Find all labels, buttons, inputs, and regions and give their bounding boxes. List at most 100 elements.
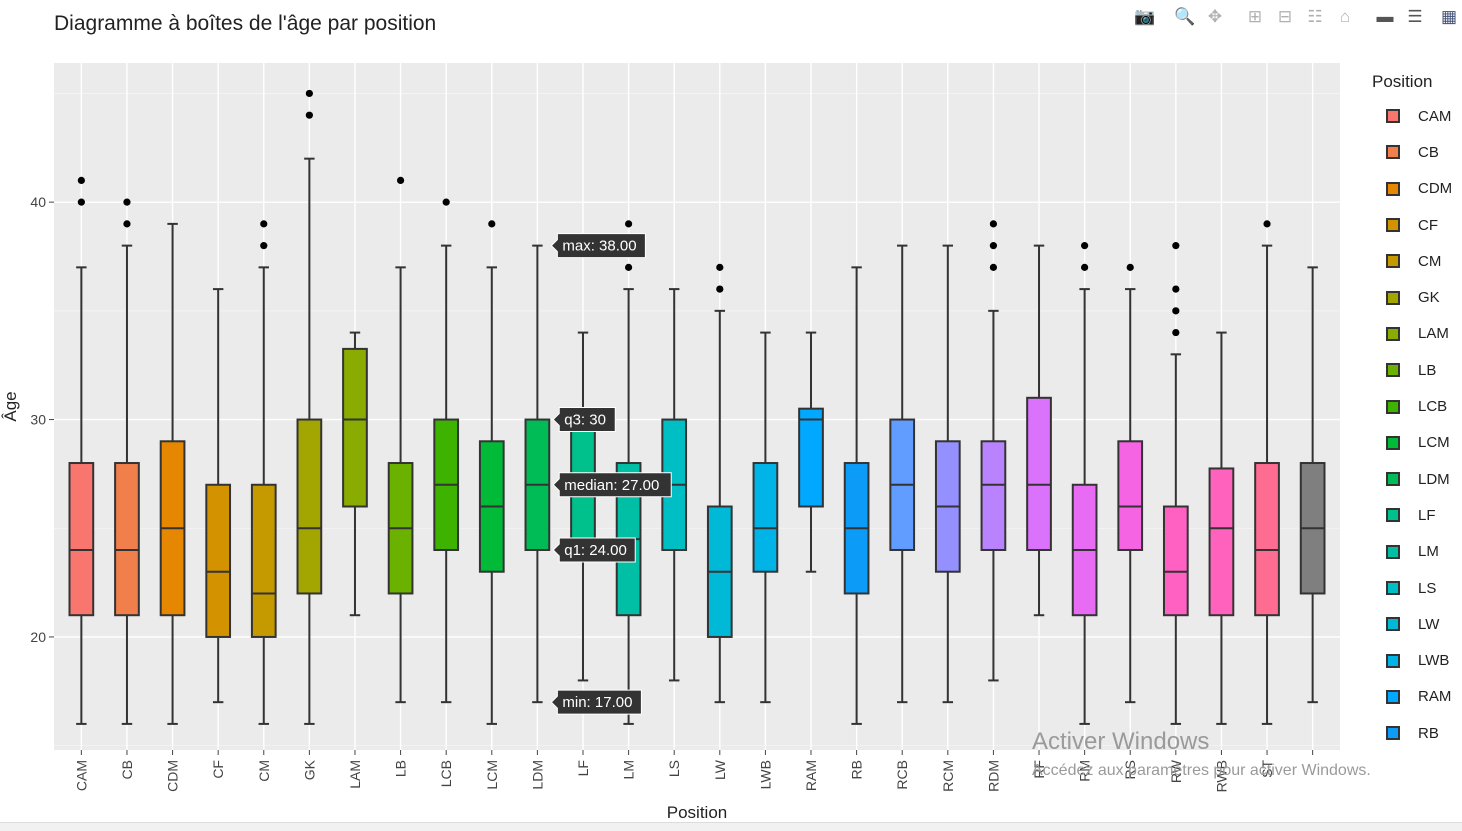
x-tick-label: LM	[621, 760, 637, 779]
watermark-subtitle: Accédez aux paramètres pour activer Wind…	[1032, 762, 1371, 779]
legend-label: LB	[1418, 361, 1437, 379]
legend-label: LCM	[1418, 434, 1450, 452]
x-tick-label: RWB	[1213, 760, 1229, 792]
compare-hover-icon[interactable]: ☰	[1407, 7, 1423, 26]
outlier-point	[396, 176, 405, 184]
outlier-point	[77, 198, 85, 206]
legend-swatch	[1386, 544, 1400, 559]
toggle-spike-icon[interactable]: ▬	[1376, 7, 1394, 26]
box-st	[1254, 462, 1280, 617]
hover-label-bg	[552, 537, 636, 563]
legend-item-lb[interactable]: LB	[1372, 352, 1462, 388]
legend-label: LW	[1418, 615, 1440, 633]
outlier-point	[123, 220, 131, 228]
y-tick-label: 20	[30, 629, 46, 645]
legend-swatch	[1386, 435, 1400, 450]
box-rw	[1162, 505, 1189, 617]
box-rwb	[1208, 467, 1235, 617]
box-lam	[342, 347, 368, 508]
x-tick-label: RCM	[940, 760, 956, 792]
x-tick-label: CM	[256, 760, 272, 782]
x-tick-label: RW	[1168, 759, 1184, 783]
x-tick-label: RDM	[985, 760, 1001, 792]
legend-item-cm[interactable]: CM	[1372, 243, 1462, 279]
plotly-logo-icon[interactable]: ▦	[1440, 7, 1458, 26]
outlier-point	[1172, 307, 1180, 315]
x-tick-label: LCB	[438, 760, 454, 787]
autoscale-icon[interactable]: ☷	[1307, 7, 1323, 26]
legend-swatch	[1386, 581, 1400, 595]
modebar: 📷 🔍 ✥ ⊞ ⊟ ☷ ⌂ ▬ ☰ ▦	[1130, 6, 1460, 30]
y-tick-label: 40	[30, 194, 46, 210]
outlier-point	[1126, 263, 1134, 271]
y-tick-label: 30	[30, 412, 46, 428]
legend-item-cf[interactable]: CF	[1372, 207, 1462, 243]
legend-item-rb[interactable]: RB	[1372, 715, 1462, 751]
legend-item-ls[interactable]: LS	[1372, 570, 1462, 606]
window-bottom-edge	[0, 822, 1462, 831]
hover-label-bg	[550, 233, 646, 259]
y-axis-title: Âge	[1, 391, 20, 421]
legend-item-lwb[interactable]: LWB	[1372, 642, 1462, 678]
x-tick-label: GK	[301, 759, 317, 780]
legend-label: LM	[1418, 543, 1439, 561]
legend-swatch	[1386, 145, 1400, 160]
legend-label: LCB	[1418, 398, 1448, 416]
hover-label-median: median: 27.00	[564, 477, 659, 494]
legend-item-lf[interactable]: LF	[1372, 497, 1462, 533]
reset-axes-icon[interactable]: ⌂	[1339, 7, 1351, 26]
zoom-out-icon[interactable]: ⊟	[1277, 7, 1293, 26]
legend-label: RAM	[1418, 688, 1452, 706]
camera-icon[interactable]: 📷	[1134, 7, 1156, 26]
x-tick-label: LS	[666, 760, 682, 777]
legend-item-ram[interactable]: RAM	[1372, 679, 1462, 715]
outlier-point	[624, 263, 633, 271]
zoom-in-icon[interactable]: ⊞	[1247, 7, 1263, 26]
outlier-point	[1172, 285, 1180, 293]
legend: Position CAM CB CDM CF CM GK LAM LB LCB LCM LDM LF L…	[1372, 72, 1462, 751]
legend-item-cdm[interactable]: CDM	[1372, 171, 1462, 207]
box-gk	[296, 418, 323, 595]
legend-label: RB	[1418, 724, 1439, 742]
outlier-point	[305, 111, 313, 119]
legend-item-lm[interactable]: LM	[1372, 534, 1462, 570]
outlier-point	[123, 198, 131, 206]
outlier-point	[1081, 263, 1089, 271]
legend-swatch	[1386, 508, 1400, 523]
box-rs	[1117, 440, 1144, 551]
x-tick-label: LF	[575, 760, 591, 776]
legend-swatch	[1386, 472, 1400, 487]
outlier-point	[1263, 220, 1271, 228]
legend-label: LF	[1418, 506, 1436, 524]
outlier-point	[442, 198, 450, 206]
legend-label: CAM	[1418, 107, 1452, 125]
legend-swatch	[1386, 653, 1400, 668]
outlier-point	[305, 89, 313, 98]
outlier-point	[488, 220, 496, 228]
x-tick-label: ST	[1259, 760, 1275, 778]
x-tick-label: LW	[712, 759, 728, 780]
box-cm	[250, 483, 277, 638]
x-axis-title: Position	[667, 803, 727, 822]
x-tick-label: RS	[1122, 760, 1138, 779]
hover-label-bg	[550, 689, 642, 715]
x-tick-label: RM	[1077, 760, 1093, 782]
legend-item-cam[interactable]: CAM	[1372, 98, 1462, 134]
box-lwb	[752, 462, 779, 573]
legend-item-lcm[interactable]: LCM	[1372, 425, 1462, 461]
outlier-point	[1081, 242, 1089, 250]
legend-item-cb[interactable]: CB	[1372, 134, 1462, 170]
zoom-icon[interactable]: 🔍	[1174, 7, 1196, 26]
legend-item-lam[interactable]: LAM	[1372, 316, 1462, 352]
box-cf	[205, 483, 232, 638]
pan-icon[interactable]: ✥	[1207, 7, 1223, 26]
hover-label-max: max: 38.00	[562, 238, 636, 255]
outlier-point	[989, 220, 998, 228]
legend-item-lcb[interactable]: LCB	[1372, 388, 1462, 424]
legend-item-ldm[interactable]: LDM	[1372, 461, 1462, 497]
legend-item-lw[interactable]: LW	[1372, 606, 1462, 642]
x-tick-label: LB	[393, 760, 409, 777]
legend-item-gk[interactable]: GK	[1372, 279, 1462, 315]
legend-swatch	[1386, 399, 1400, 414]
outlier-point	[716, 285, 724, 293]
